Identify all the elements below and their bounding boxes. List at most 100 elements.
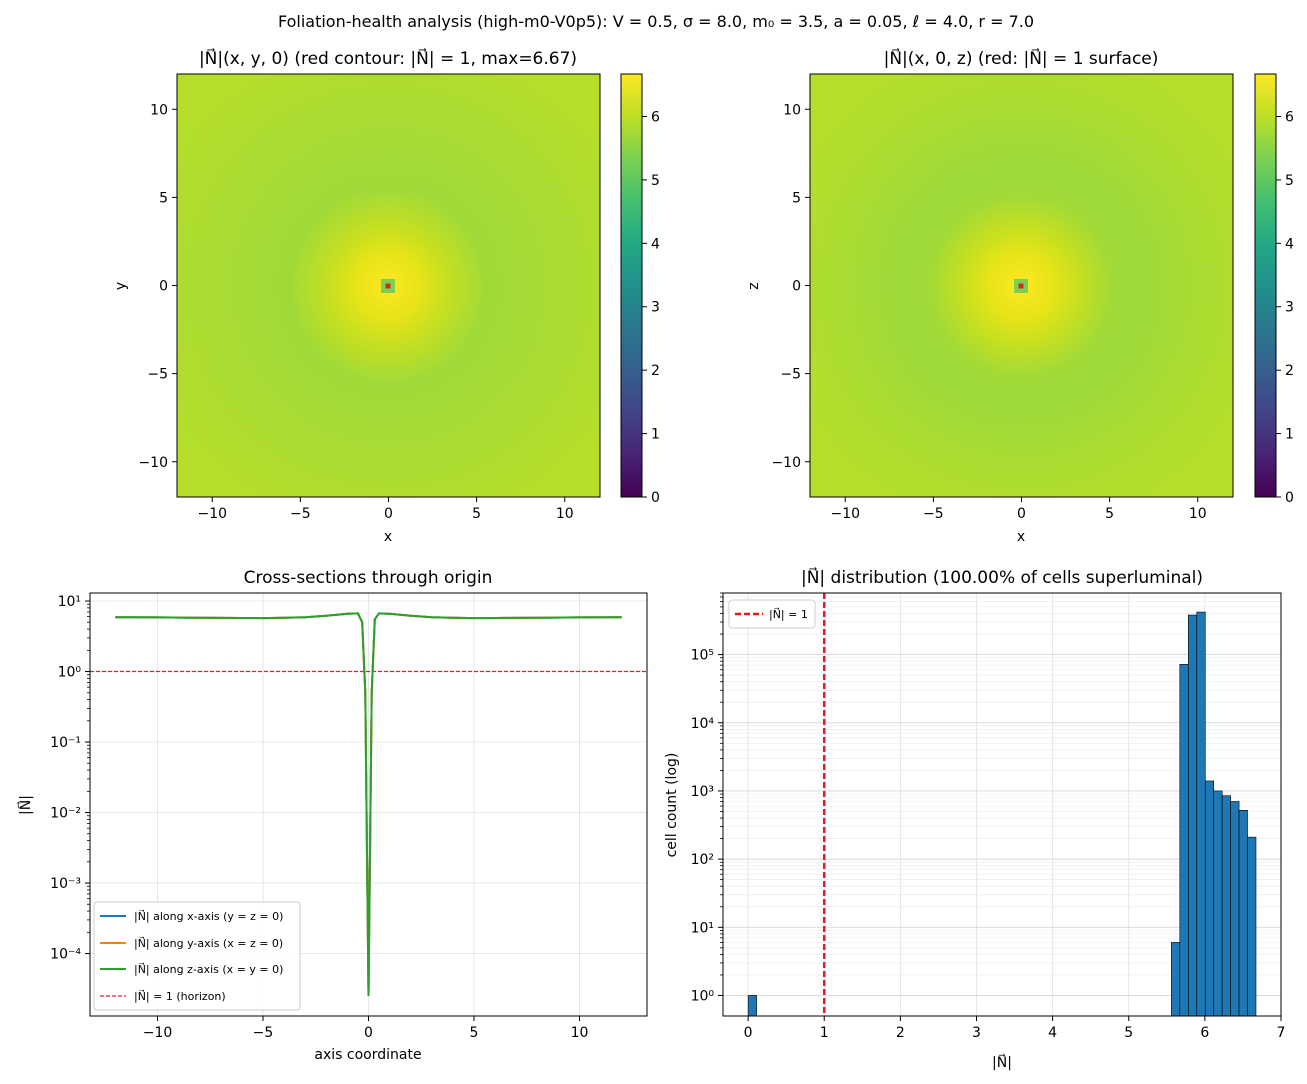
y-tick-label: 10⁻¹ xyxy=(50,735,81,751)
heatmap-xy-title: |N⃗|(x, y, 0) (red contour: |N⃗| = 1, ma… xyxy=(199,47,577,69)
x-tick-label: 3 xyxy=(972,1025,981,1041)
cross-sections-title: Cross-sections through origin xyxy=(244,568,493,588)
x-tick-label: 10 xyxy=(556,506,574,522)
distribution-ylabel: cell count (log) xyxy=(664,753,680,858)
y-tick-label: 10 xyxy=(150,102,168,118)
heatmap-xz-xlabel: x xyxy=(1017,529,1025,545)
histogram-bar xyxy=(1204,780,1215,1017)
heatmap-xz-ylabel: z xyxy=(746,282,762,289)
y-tick-label: 10⁻⁴ xyxy=(50,947,81,963)
x-tick-label: −10 xyxy=(197,506,227,522)
histogram-bar xyxy=(1171,942,1181,1017)
y-tick-label: 10⁵ xyxy=(691,648,714,664)
y-tick-label: 10¹ xyxy=(691,920,714,936)
colorbar-tick-label: 1 xyxy=(1285,427,1294,443)
legend-box xyxy=(728,599,816,629)
y-tick-label: 0 xyxy=(159,279,168,295)
y-tick-label: 5 xyxy=(792,190,801,206)
distribution-panel: |N⃗| distribution (100.00% of cells supe… xyxy=(664,566,1285,1071)
legend-label-vline: |N⃗| = 1 xyxy=(769,607,808,621)
colorbar-tick-label: 0 xyxy=(651,490,660,506)
colorbar-tick-label: 3 xyxy=(651,300,660,316)
distribution-legend: |N⃗| = 1 xyxy=(728,599,816,629)
y-tick-label: −5 xyxy=(780,367,801,383)
distribution-title: |N⃗| distribution (100.00% of cells supe… xyxy=(801,566,1203,588)
x-tick-label: 0 xyxy=(384,506,393,522)
distribution-frame xyxy=(722,592,1282,1017)
x-tick-label: 5 xyxy=(472,506,481,522)
histogram-bar xyxy=(1196,611,1206,1017)
x-tick-label: 7 xyxy=(1277,1025,1286,1041)
x-tick-label: 10 xyxy=(1189,506,1207,522)
x-tick-label: −10 xyxy=(143,1025,173,1041)
y-tick-label: 10¹ xyxy=(58,594,81,610)
colorbar-tick-label: 0 xyxy=(1285,490,1294,506)
colorbar-tick-label: 2 xyxy=(1285,363,1294,379)
histogram-bar xyxy=(1179,664,1189,1017)
x-tick-label: 5 xyxy=(1105,506,1114,522)
x-tick-label: 10 xyxy=(571,1025,589,1041)
heatmap-xy-ylabel: y xyxy=(113,282,129,290)
x-tick-label: 4 xyxy=(1048,1025,1057,1041)
colorbar-tick-label: 2 xyxy=(651,363,660,379)
heatmap-xz-colorbar xyxy=(1254,73,1277,498)
legend-label-horizon: |N⃗| = 1 (horizon) xyxy=(134,989,226,1003)
colorbar-tick-label: 6 xyxy=(651,109,660,125)
heatmap-xz-panel: |N⃗|(x, 0, z) (red: |N⃗| = 1 surface) −1… xyxy=(746,47,1294,545)
x-tick-label: −5 xyxy=(923,506,944,522)
colorbar-tick-label: 5 xyxy=(1285,173,1294,189)
legend-box xyxy=(93,901,301,1011)
y-tick-label: 10³ xyxy=(691,784,714,800)
heatmap-xy-red-contour xyxy=(385,283,391,289)
series-line-z xyxy=(115,612,622,997)
colorbar-tick-label: 3 xyxy=(1285,300,1294,316)
histogram-bar xyxy=(1247,836,1257,1017)
x-tick-label: 0 xyxy=(744,1025,753,1041)
x-tick-label: 5 xyxy=(1124,1025,1133,1041)
legend-label-z: |N⃗| along z-axis (x = y = 0) xyxy=(134,962,283,976)
y-tick-label: 10⁰ xyxy=(691,988,715,1004)
cross-sections-legend: |N⃗| along x-axis (y = z = 0) |N⃗| along… xyxy=(93,901,301,1011)
cross-sections-ylabel: |N⃗| xyxy=(16,795,34,815)
y-tick-label: 10 xyxy=(783,102,801,118)
histogram-bar xyxy=(747,995,757,1017)
cross-sections-panel: Cross-sections through origin −10 −5 0 5 10 1… xyxy=(16,568,648,1063)
histogram-bar xyxy=(1213,790,1223,1017)
histogram-bar xyxy=(1187,614,1198,1017)
y-tick-label: 10⁻² xyxy=(50,806,81,822)
heatmap-xy-colorbar xyxy=(620,73,643,498)
heatmap-xz-title: |N⃗|(x, 0, z) (red: |N⃗| = 1 surface) xyxy=(884,47,1159,69)
histogram-bar xyxy=(1221,795,1231,1017)
colorbar-tick-label: 5 xyxy=(651,173,660,189)
histogram-bar xyxy=(1238,809,1248,1017)
distribution-xlabel: |N⃗| xyxy=(992,1053,1012,1071)
x-tick-label: −5 xyxy=(253,1025,274,1041)
x-tick-label: 6 xyxy=(1200,1025,1209,1041)
y-tick-label: −5 xyxy=(147,367,168,383)
colorbar-tick-label: 1 xyxy=(651,427,660,443)
y-tick-label: 10² xyxy=(691,852,714,868)
heatmap-xz-red-surface xyxy=(1018,283,1024,289)
x-tick-label: 2 xyxy=(896,1025,905,1041)
figure-suptitle: Foliation-health analysis (high-m0-V0p5)… xyxy=(278,12,1034,31)
y-tick-label: −10 xyxy=(138,455,168,471)
histogram-bar xyxy=(1230,801,1240,1017)
legend-label-y: |N⃗| along y-axis (x = z = 0) xyxy=(134,936,283,950)
x-tick-label: 1 xyxy=(820,1025,829,1041)
y-tick-label: 10⁰ xyxy=(58,665,82,681)
heatmap-xy-xlabel: x xyxy=(384,529,392,545)
y-tick-label: 5 xyxy=(159,190,168,206)
x-tick-label: 0 xyxy=(364,1025,373,1041)
x-tick-label: −10 xyxy=(830,506,860,522)
legend-label-x: |N⃗| along x-axis (y = z = 0) xyxy=(134,909,283,923)
y-tick-label: 10⁻³ xyxy=(50,876,81,892)
cross-sections-xlabel: axis coordinate xyxy=(314,1047,421,1063)
colorbar-tick-label: 6 xyxy=(1285,109,1294,125)
x-tick-label: 5 xyxy=(470,1025,479,1041)
colorbar-tick-label: 4 xyxy=(651,236,660,252)
x-tick-label: −5 xyxy=(290,506,311,522)
heatmap-xy-panel: |N⃗|(x, y, 0) (red contour: |N⃗| = 1, ma… xyxy=(113,47,660,545)
colorbar-tick-label: 4 xyxy=(1285,236,1294,252)
y-tick-label: −10 xyxy=(771,455,801,471)
